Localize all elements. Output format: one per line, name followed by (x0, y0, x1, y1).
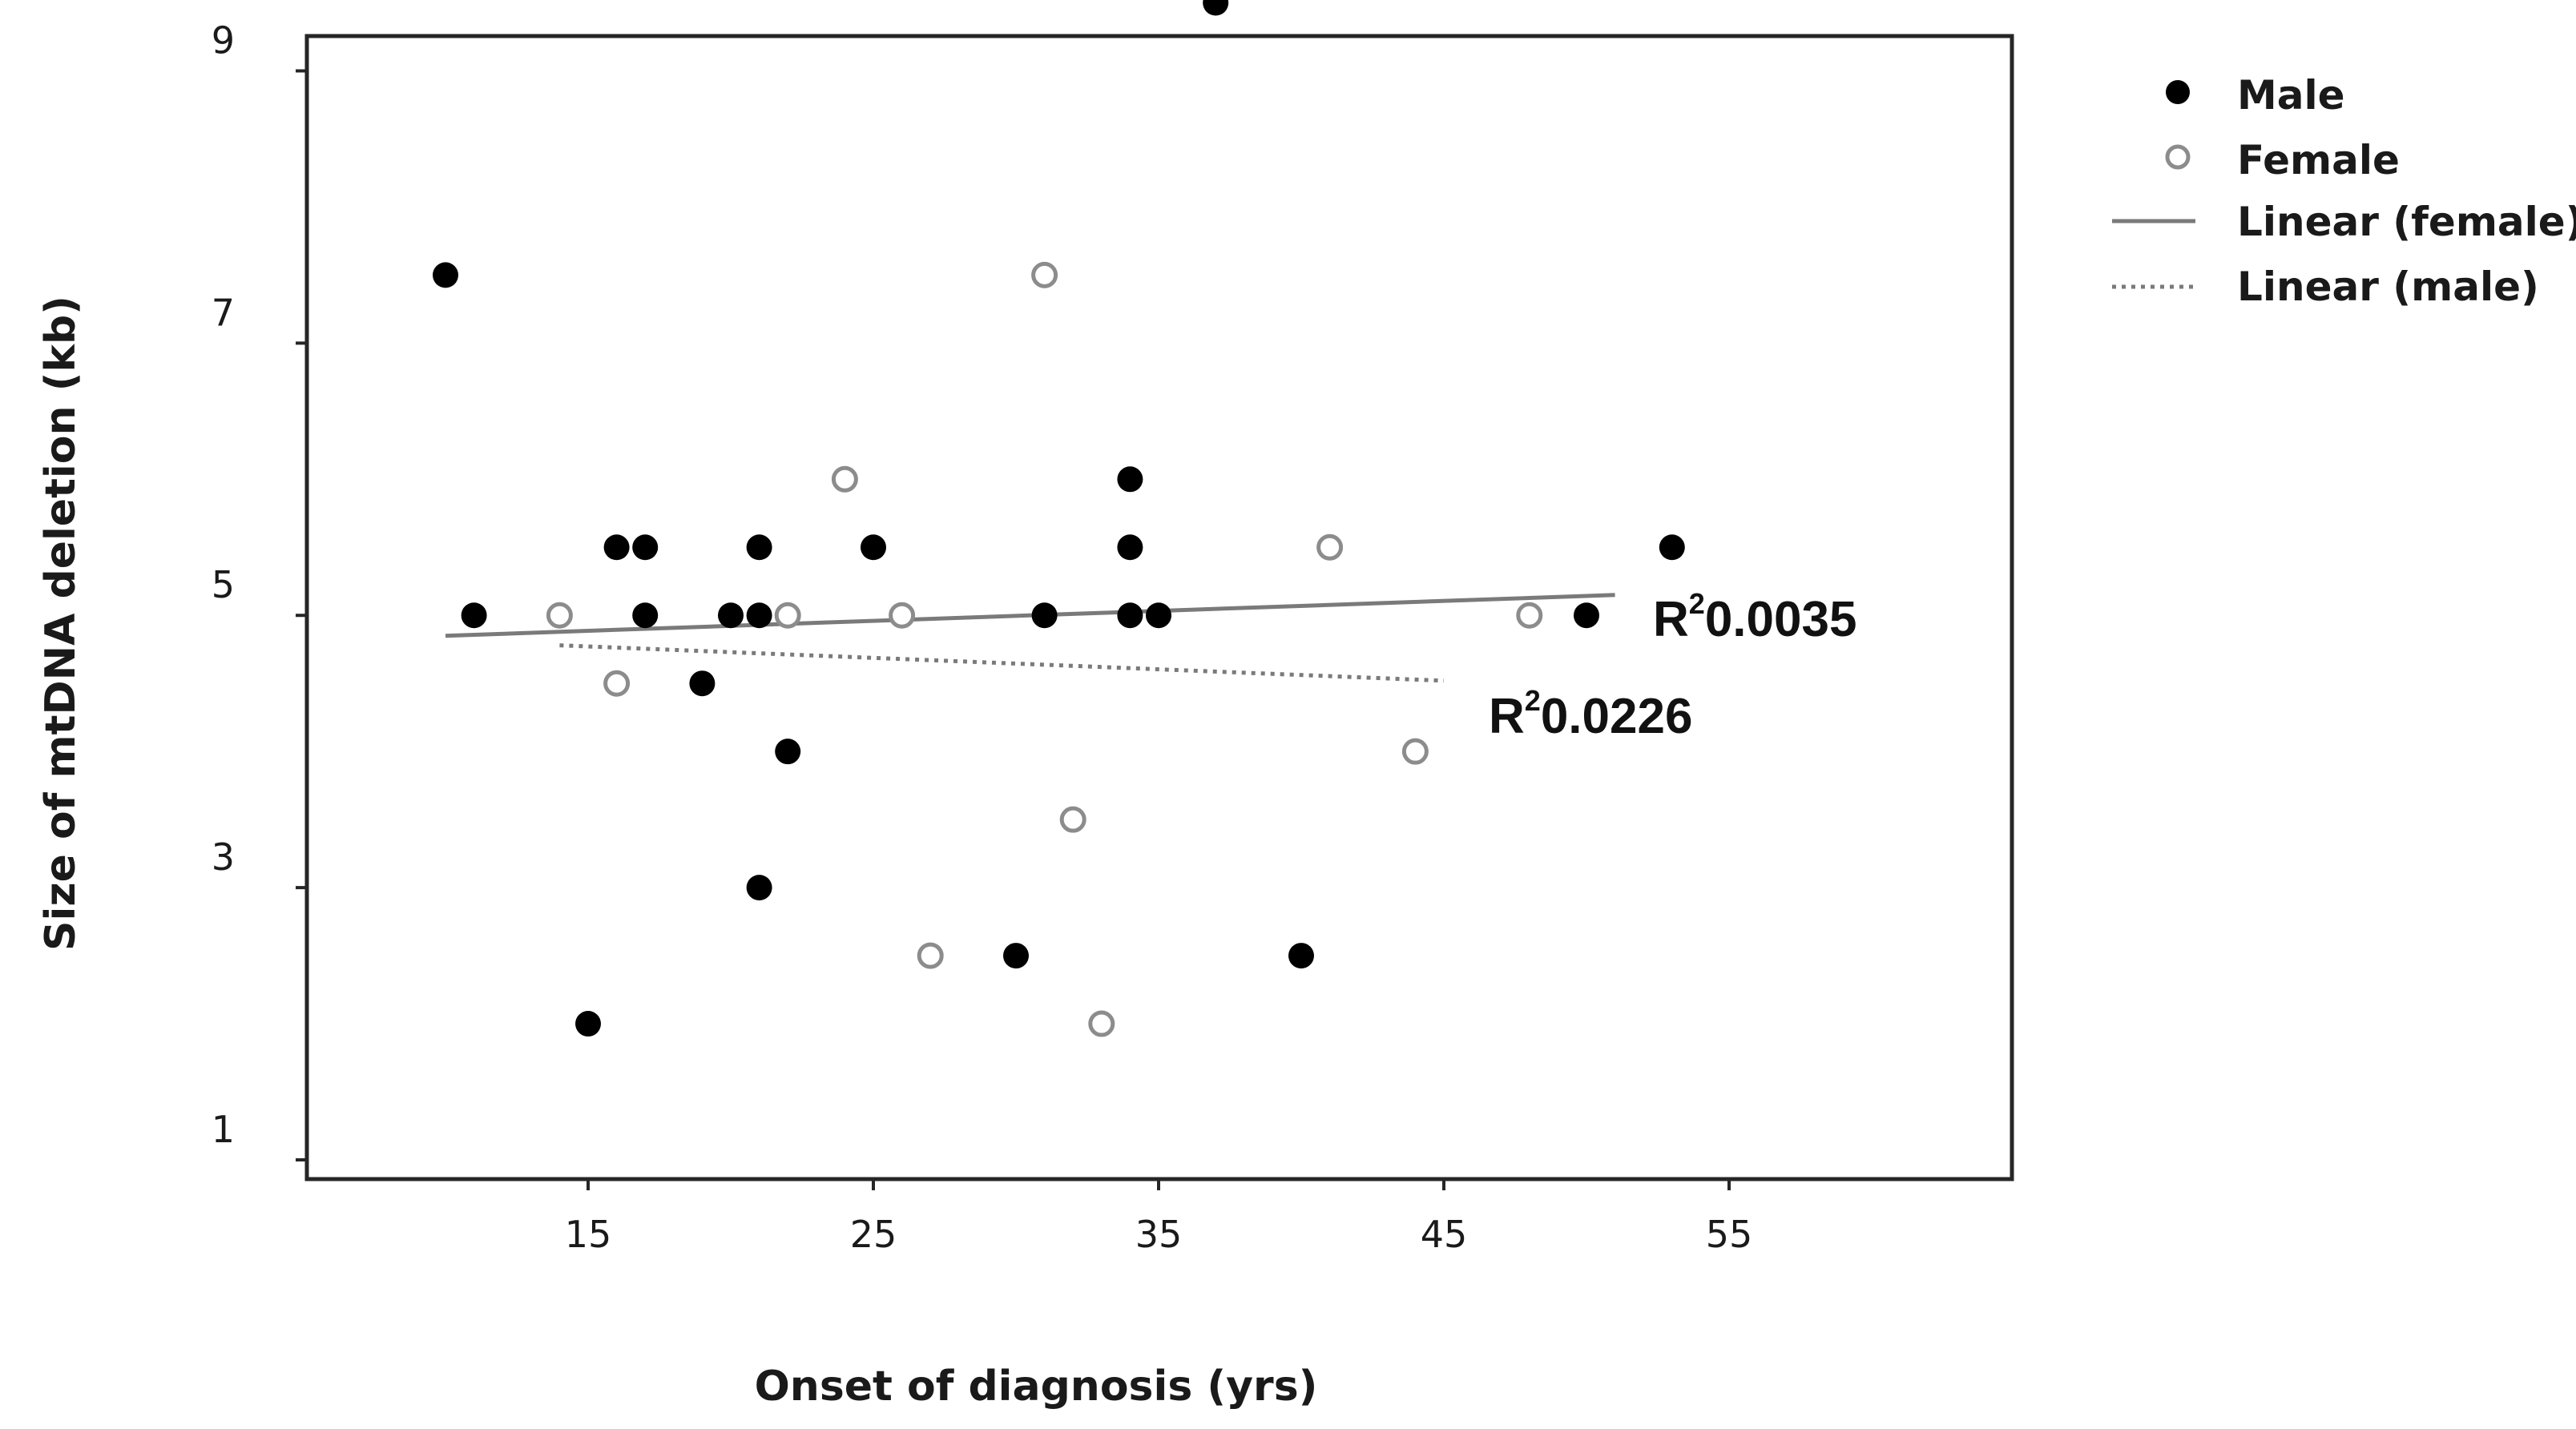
y-axis-ticks: 1 3 5 7 9 (212, 18, 307, 1161)
x-tick-label: 35 (1135, 1213, 1183, 1256)
data-point-female (1401, 738, 1429, 765)
legend-label-male: Male (2237, 72, 2345, 119)
data-point-female (831, 465, 858, 493)
legend-item-linear-female: Linear (female) (2112, 199, 2576, 245)
data-point-male (1003, 943, 1029, 969)
data-points (433, 0, 1685, 1037)
data-point-female (1088, 1010, 1115, 1037)
data-point-male (746, 534, 772, 561)
data-point-female (603, 670, 631, 697)
data-point-male (575, 1011, 601, 1037)
trendline-male (559, 643, 1445, 683)
trendlines (445, 593, 1615, 683)
data-point-female (1516, 602, 1543, 629)
y-tick-label: 3 (212, 835, 235, 879)
data-point-male (632, 534, 659, 561)
legend: Male Female Linear (female) Linear (male… (2112, 72, 2576, 310)
data-point-male (1117, 534, 1143, 561)
data-point-male (1117, 466, 1143, 493)
data-point-male (632, 602, 659, 629)
y-axis-title: Size of mtDNA deletion (kb) (37, 296, 85, 951)
legend-item-linear-male: Linear (male) (2112, 264, 2539, 310)
data-point-female (889, 602, 916, 629)
legend-label-linear-male: Linear (male) (2237, 264, 2539, 310)
data-point-male (1146, 602, 1171, 629)
x-tick-label: 55 (1706, 1213, 1753, 1256)
data-point-female (546, 602, 573, 629)
y-tick-label: 1 (212, 1108, 235, 1151)
y-tick-label: 9 (212, 18, 235, 62)
legend-label-female: Female (2237, 137, 2400, 183)
r2-superscript: 2 (1689, 587, 1705, 620)
y-tick-label: 7 (212, 291, 235, 334)
legend-item-female: Female (2165, 137, 2400, 183)
legend-marker-female (2165, 144, 2191, 170)
data-point-male (1288, 943, 1314, 969)
legend-item-male: Male (2166, 72, 2345, 119)
x-tick-label: 25 (850, 1213, 897, 1256)
legend-label-linear-female: Linear (female) (2237, 199, 2576, 245)
data-point-male (433, 262, 458, 288)
data-point-male (718, 602, 744, 629)
y-tick-label: 5 (212, 563, 235, 606)
data-point-female (1059, 806, 1086, 833)
data-point-male (1203, 0, 1229, 16)
trendline-female (445, 593, 1615, 638)
data-point-male (603, 534, 630, 561)
legend-marker-male (2166, 80, 2190, 104)
data-point-female (1316, 533, 1344, 561)
data-point-female (917, 942, 944, 969)
r2-value-female: 0.0035 (1705, 592, 1857, 647)
data-point-male (746, 875, 772, 901)
data-point-male (1574, 602, 1599, 629)
data-point-male (1659, 534, 1685, 561)
data-point-male (746, 602, 772, 629)
data-point-male (1117, 602, 1143, 629)
x-tick-label: 45 (1421, 1213, 1468, 1256)
data-point-male (1031, 602, 1058, 629)
r2-annotation-male: R20.0226 (1489, 684, 1692, 744)
data-point-male (861, 534, 886, 561)
r2-superscript: 2 (1525, 684, 1541, 717)
r2-value-male: 0.0226 (1541, 689, 1693, 744)
r2-annotation-female: R20.0035 (1653, 587, 1856, 647)
x-tick-label: 15 (565, 1213, 612, 1256)
x-axis-ticks: 15 25 35 45 55 (565, 1179, 1753, 1256)
data-point-male (461, 602, 487, 629)
data-point-female (1031, 261, 1058, 288)
data-point-male (689, 670, 716, 697)
data-point-male (775, 739, 801, 765)
data-point-female (774, 602, 801, 629)
x-axis-title: Onset of diagnosis (yrs) (755, 1363, 1318, 1411)
